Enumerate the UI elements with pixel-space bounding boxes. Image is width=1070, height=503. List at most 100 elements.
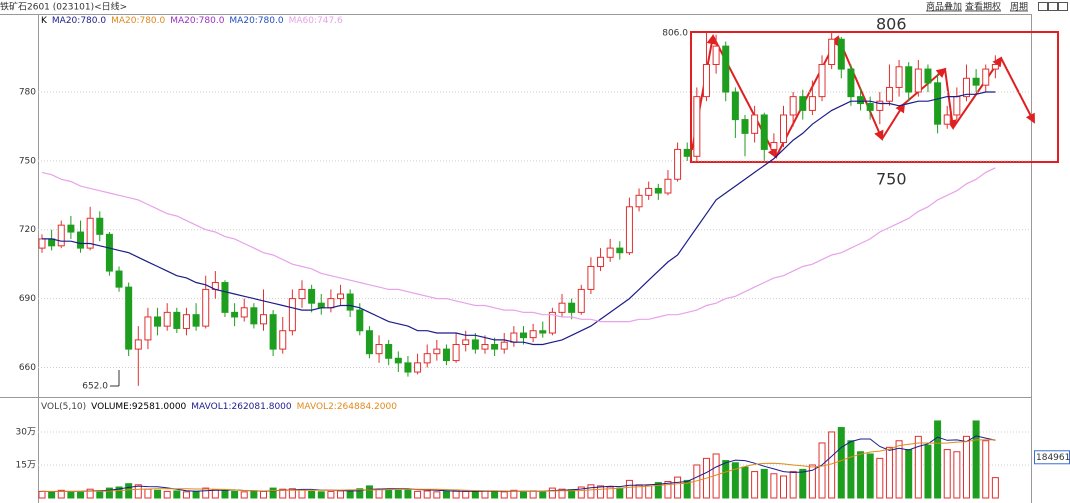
symbol-title: 铁矿石2601 (023101)<日线> [0, 1, 127, 13]
volume-bar [780, 475, 788, 499]
candle-body [240, 307, 248, 318]
candle-body [491, 344, 499, 350]
volume-bar [895, 440, 903, 499]
volume-bar [645, 485, 653, 499]
window-icons[interactable] [1038, 2, 1068, 11]
candle-body [972, 77, 980, 86]
toolbar-link[interactable]: 查看期权 [965, 1, 1001, 13]
volume-bar [481, 490, 489, 499]
annotation: 806 [876, 15, 907, 34]
volume-bar [847, 440, 855, 499]
volume-bar [125, 483, 133, 499]
volume-bar [625, 479, 633, 499]
candle-body [404, 362, 412, 373]
volume-bar [654, 482, 662, 499]
volume-bar [722, 460, 730, 499]
legend-entry: MAVOL1:262081.8000 [191, 402, 292, 412]
volume-bar [914, 435, 922, 499]
candle-body [616, 247, 624, 254]
candle-body [789, 96, 797, 116]
volume-bar [885, 446, 893, 499]
volume-bar [510, 489, 518, 499]
volume-bar [857, 451, 865, 499]
candle-body [654, 187, 662, 194]
candle-body [269, 314, 277, 350]
legend-title: VOL(5,10) [41, 402, 86, 412]
candle-body [500, 341, 508, 350]
candle-body [712, 45, 720, 65]
candle-body [597, 256, 605, 267]
legend-entry: MA20:780.0 [170, 16, 224, 26]
volume-bar [664, 480, 672, 499]
ma-line [42, 91, 996, 346]
candle-body [635, 194, 643, 208]
candle-body [125, 286, 133, 350]
candle-body [751, 114, 759, 134]
volume-bar [442, 490, 450, 499]
candle-body [481, 344, 489, 350]
volume-bar [414, 490, 422, 499]
volume-bar [86, 488, 94, 499]
y-tick-label: 660 [19, 363, 36, 373]
candle-body [847, 68, 855, 98]
volume-bar [597, 485, 605, 499]
candle-body [86, 217, 94, 249]
candle-body [625, 206, 633, 254]
volume-bar [96, 490, 104, 499]
cursor-label: 184961.5 [1036, 453, 1070, 463]
volume-bar [67, 491, 75, 499]
volume-bar [818, 442, 826, 499]
y-tick-label: 30万 [16, 427, 36, 437]
volume-bar [259, 490, 267, 499]
volume-bar [991, 477, 999, 499]
volume-bar [828, 431, 836, 499]
volume-bar [674, 476, 682, 499]
volume-bar [731, 462, 739, 499]
volume-bar [558, 488, 566, 499]
legend: VOL(5,10) VOLUME:92581.0000 MAVOL1:262081.… [41, 402, 397, 412]
candle-body [308, 288, 316, 304]
candle-body [943, 114, 951, 125]
legend-entry: K [41, 16, 48, 26]
candle-body [702, 63, 710, 98]
candle-body [866, 103, 874, 111]
candle-body [414, 362, 422, 373]
candle-body [57, 224, 65, 247]
candle-body [982, 68, 990, 86]
candle-body [780, 114, 788, 144]
annotation: 750 [876, 170, 907, 189]
volume-bar [279, 488, 287, 499]
volume-bar [105, 487, 113, 499]
candle-body [760, 114, 768, 150]
candle-body [587, 265, 595, 290]
candle-body [934, 82, 942, 125]
candle-body [722, 45, 730, 93]
volume-bar [808, 464, 816, 499]
volume-bar [250, 490, 258, 499]
candle-body [231, 311, 239, 318]
candle-body [346, 293, 354, 311]
volume-bar [789, 471, 797, 499]
range-box [690, 31, 1059, 163]
annotation: 806.0 [662, 29, 688, 39]
candle-body [539, 330, 547, 334]
candle-body [356, 309, 364, 332]
volume-bar [231, 490, 239, 499]
volume-bar [365, 485, 373, 499]
candle-body [548, 311, 556, 334]
candle-body [818, 63, 826, 98]
volume-bar [423, 490, 431, 499]
volume-ma-line [42, 439, 996, 492]
candle-body [837, 38, 845, 70]
candle-body [885, 86, 893, 102]
volume-bar [587, 484, 595, 499]
toolbar-link[interactable]: 周期 [1010, 2, 1028, 13]
candle-body [423, 353, 431, 364]
candle-body [134, 339, 142, 350]
candle-body [914, 68, 922, 93]
toolbar-link[interactable]: 商品叠加 [926, 1, 962, 13]
candle-body [510, 332, 518, 343]
candle-body [953, 96, 961, 116]
